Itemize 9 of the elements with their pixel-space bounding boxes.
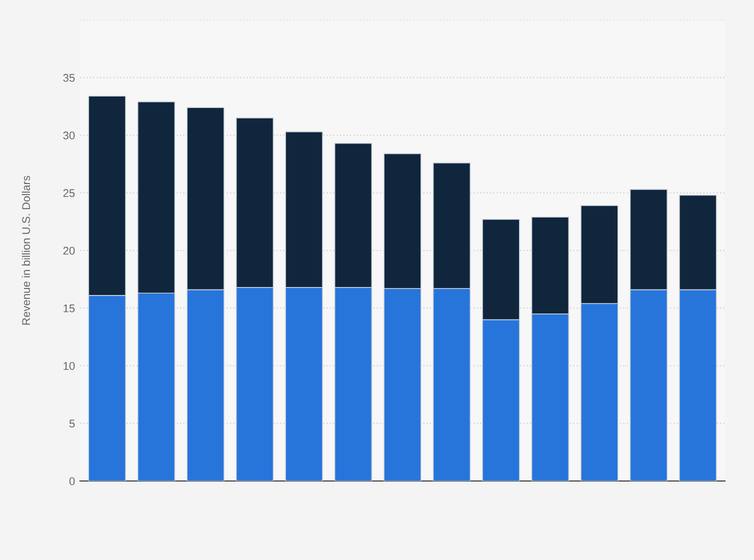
y-tick-label: 20 (63, 246, 75, 255)
y-tick-label: 10 (64, 362, 75, 370)
y-tick-label: 15 (64, 304, 75, 312)
y-tick-label: 25 (63, 189, 75, 198)
y-tick-label: 0 (69, 477, 75, 486)
y-tick-label: 30 (63, 132, 75, 140)
y-tick-label: 35 (63, 74, 75, 82)
y-tick-label: 5 (69, 420, 75, 428)
y-axis-title: Revenue in billion U.S. Dollars (22, 176, 30, 325)
